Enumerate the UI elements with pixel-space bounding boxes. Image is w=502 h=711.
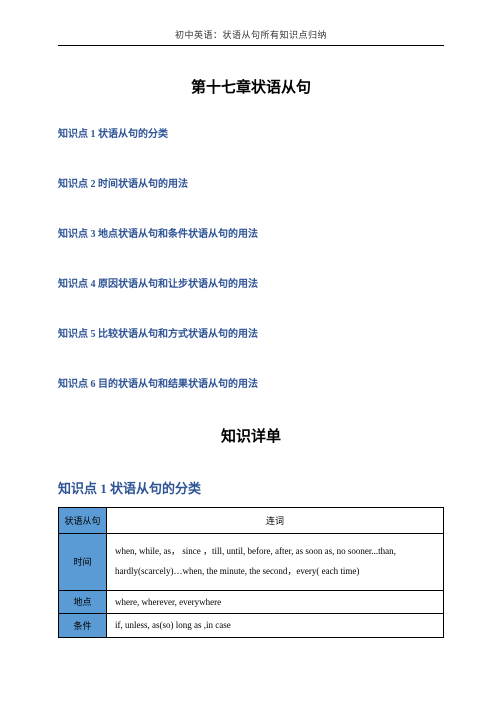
header-rule (58, 45, 444, 46)
chapter-title: 第十七章状语从句 (0, 76, 502, 97)
row-label-condition: 条件 (59, 614, 107, 638)
table-row: 地点 where, wherever, everywhere (59, 590, 444, 614)
toc-item-3[interactable]: 知识点 3 地点状语从句和条件状语从句的用法 (58, 225, 444, 240)
kp1-heading: 知识点 1 状语从句的分类 (58, 478, 444, 497)
classification-table: 状语从句 连词 时间 when, while, as， since ，till,… (58, 507, 444, 638)
table-header-row: 状语从句 连词 (59, 508, 444, 534)
row-label-time: 时间 (59, 534, 107, 591)
table-of-contents: 知识点 1 状语从句的分类 知识点 2 时间状语从句的用法 知识点 3 地点状语… (58, 125, 444, 390)
table-row: 条件 if, unless, as(so) long as ,in case (59, 614, 444, 638)
header-text: 初中英语：状语从句所有知识点归纳 (175, 30, 327, 40)
row-label-place: 地点 (59, 590, 107, 614)
th-left: 状语从句 (59, 508, 107, 534)
row-content-condition: if, unless, as(so) long as ,in case (107, 614, 444, 638)
table-row: 时间 when, while, as， since ，till, until, … (59, 534, 444, 591)
th-right: 连词 (107, 508, 444, 534)
toc-item-2[interactable]: 知识点 2 时间状语从句的用法 (58, 175, 444, 190)
section-title: 知识详单 (0, 425, 502, 446)
page-header: 初中英语：状语从句所有知识点归纳 (0, 0, 502, 41)
row-content-time: when, while, as， since ，till, until, bef… (107, 534, 444, 591)
row-content-place: where, wherever, everywhere (107, 590, 444, 614)
toc-item-6[interactable]: 知识点 6 目的状语从句和结果状语从句的用法 (58, 375, 444, 390)
toc-item-4[interactable]: 知识点 4 原因状语从句和让步状语从句的用法 (58, 275, 444, 290)
toc-item-1[interactable]: 知识点 1 状语从句的分类 (58, 125, 444, 140)
toc-item-5[interactable]: 知识点 5 比较状语从句和方式状语从句的用法 (58, 325, 444, 340)
